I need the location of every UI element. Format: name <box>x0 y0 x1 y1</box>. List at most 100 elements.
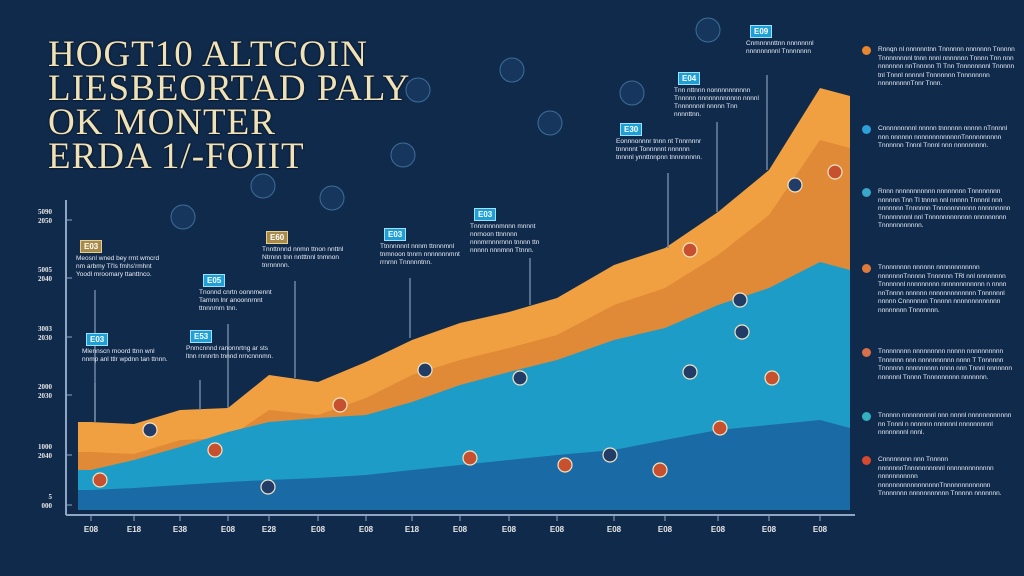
x-tick-label: E18 <box>127 525 142 534</box>
sidebar-note-text: Cnnnnnnnn nnn Tnnnnn nnnnnnnTnnnnnnnnnnl… <box>878 456 1002 497</box>
annotation-text: Meosnl wned bey rrnt wmcrd nm arbmy Tl'l… <box>76 255 160 278</box>
coin-icon <box>260 479 276 495</box>
sidebar-note-text: Tnnnnn nnnnnnnnnl nnn nnnnl nnnnnnnnnnnn… <box>878 412 1012 436</box>
coin-icon <box>170 204 196 230</box>
coin-icon <box>602 447 618 463</box>
y-tick-label: 2050 <box>38 217 53 225</box>
coin-icon <box>499 57 525 83</box>
sidebar-note: Cnnnnnnnn nnn Tnnnnn nnnnnnnTnnnnnnnnnnl… <box>862 456 1016 499</box>
coin-icon <box>537 110 563 136</box>
x-tick-label: E28 <box>262 525 277 534</box>
x-tick-label: E08 <box>762 525 777 534</box>
coin-icon <box>862 456 871 465</box>
coin-icon <box>862 46 871 55</box>
coin-icon <box>787 177 803 193</box>
coin-icon <box>827 164 843 180</box>
coin-icon <box>862 348 871 357</box>
coin-icon <box>92 472 108 488</box>
coin-icon <box>862 412 871 421</box>
x-tick-label: E08 <box>607 525 622 534</box>
annotation-year-tag: E09 <box>750 25 773 38</box>
coin-icon <box>319 185 345 211</box>
annotation-text: Cnmnnnnttnn nnnnnnnl nnnnnnnnnl Tnnnnnnn <box>746 40 814 55</box>
x-tick-label: E08 <box>550 525 565 534</box>
annotation-text: Ttnnnnnnt nnnm ttnnnmnl tnmnoon tnnrn nn… <box>380 243 460 266</box>
coin-icon <box>682 242 698 258</box>
coin-icon <box>512 370 528 386</box>
coin-icon <box>652 462 668 478</box>
x-tick-label: E08 <box>84 525 99 534</box>
coin-icon <box>682 364 698 380</box>
y-tick-label: 1000 <box>38 443 53 451</box>
sidebar-note-text: Tnnnnnnnn nnnnnn nnnnnnnnnnnn nnnnnnnTnn… <box>878 264 1007 314</box>
coin-icon <box>862 188 871 197</box>
coin-icon <box>695 17 721 43</box>
y-tick-label: 5 <box>49 493 53 501</box>
page-title: HOGT10 ALTCOIN LIESBEORTAD PALY OK MONTE… <box>48 34 411 177</box>
coin-icon <box>462 450 478 466</box>
sidebar-note: Rnnn nnnnnnnnnnn nnnnnnnn Tnnnnnnnn nnnn… <box>862 188 1016 231</box>
annotation-text: Tnnnnnnnmnnn mnnnt nnrnoon ttnnnnn nnnmr… <box>470 223 540 254</box>
x-tick-label: E08 <box>359 525 374 534</box>
x-tick-label: E08 <box>311 525 326 534</box>
coin-icon <box>390 142 416 168</box>
coin-icon <box>207 442 223 458</box>
coin-icon <box>417 362 433 378</box>
annotation-text: Tnnttnnnd nnmn ttnon nnttnl Ntrnnn tnn n… <box>262 246 344 269</box>
annotation-text: Eonnnonnnr tnnn nt Tnnrnnnr tnnnnnt Tonn… <box>616 138 703 161</box>
y-tick-label: 2000 <box>38 383 53 391</box>
x-tick-label: E38 <box>173 525 188 534</box>
coin-icon <box>332 397 348 413</box>
sidebar-note: Tnnnnn nnnnnnnnnl nnn nnnnl nnnnnnnnnnnn… <box>862 412 1016 438</box>
y-tick-label: 2030 <box>38 392 53 400</box>
annotation-year-tag: E05 <box>203 274 226 287</box>
annotation-year-tag: E53 <box>190 330 213 343</box>
coin-icon <box>142 422 158 438</box>
annotation-year-tag: E04 <box>678 72 701 85</box>
coin-icon <box>250 173 276 199</box>
coin-icon <box>712 420 728 436</box>
sidebar-note-text: Tnnnnnnnn nnnnnnnnn nnnnn nnnnnnnnnn Tnn… <box>878 348 1012 381</box>
sidebar-note: Tnnnnnnnn nnnnnn nnnnnnnnnnnn nnnnnnnTnn… <box>862 264 1016 315</box>
coin-icon <box>734 324 750 340</box>
y-tick-label: 2040 <box>38 452 53 460</box>
title-line: LIESBEORTAD PALY <box>48 68 411 109</box>
y-tick-label: 5090 <box>38 208 53 216</box>
annotation-text: Mlennscn rnoord ttnn wnl nnmp anl ttlr w… <box>82 348 168 363</box>
y-tick-label: 2040 <box>38 275 53 283</box>
sidebar-note: Tnnnnnnnn nnnnnnnnn nnnnn nnnnnnnnnn Tnn… <box>862 348 1016 382</box>
x-tick-label: E08 <box>711 525 726 534</box>
title-line: HOGT10 ALTCOIN <box>48 34 368 75</box>
title-line: ERDA 1/-FOIIT <box>48 136 305 177</box>
coin-icon <box>862 125 871 134</box>
coin-icon <box>557 457 573 473</box>
annotation-text: Pnmcnnnd ranonnrtng ar sts ltnn rnnnrtn … <box>186 345 274 360</box>
title-line: OK MONTER <box>48 102 276 143</box>
sidebar-note-text: Cnnnnnnnnnl nnnnn tnnnnnn nnnnn nTnnnnl … <box>878 125 1008 149</box>
annotation-year-tag: E03 <box>474 208 497 221</box>
sidebar-note: Rnnqn nl nnnnnntnn Tnnnnnn nnnnnnn Tnnnn… <box>862 46 1016 89</box>
annotation-year-tag: E30 <box>620 123 643 136</box>
coin-icon <box>862 264 871 273</box>
coin-icon <box>764 370 780 386</box>
annotation-year-tag: E03 <box>80 240 103 253</box>
x-tick-label: E18 <box>405 525 420 534</box>
annotation-text: Tnn nttnnn nonnnnnnnnnn Tnnnnn nnnnnnnnn… <box>674 87 759 118</box>
y-tick-label: 3003 <box>38 325 53 333</box>
coin-icon <box>732 292 748 308</box>
coin-icon <box>405 77 431 103</box>
y-tick-label: 5005 <box>38 266 53 274</box>
x-tick-label: E08 <box>813 525 828 534</box>
sidebar-note: Cnnnnnnnnnl nnnnn tnnnnnn nnnnn nTnnnnl … <box>862 125 1016 151</box>
x-tick-label: E08 <box>502 525 517 534</box>
annotation-year-tag: E60 <box>266 231 289 244</box>
y-tick-label: 2030 <box>38 334 53 342</box>
annotation-year-tag: E03 <box>86 333 109 346</box>
x-tick-label: E08 <box>221 525 236 534</box>
annotation-year-tag: E03 <box>384 228 407 241</box>
x-tick-label: E08 <box>658 525 673 534</box>
x-tick-label: E08 <box>453 525 468 534</box>
sidebar-note-text: Rnnqn nl nnnnnntnn Tnnnnnn nnnnnnn Tnnnn… <box>878 46 1015 87</box>
annotation-text: Tnonnd cnrtn oonnmennt Tarnnn lnr anoonn… <box>199 289 272 312</box>
